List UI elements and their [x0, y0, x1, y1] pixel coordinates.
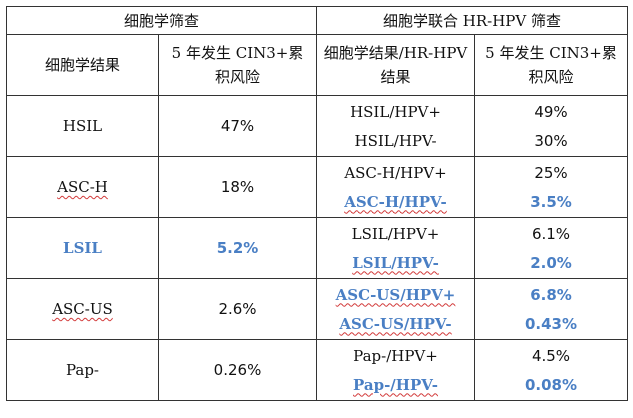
- combined-result-negative: HSIL/HPV-: [354, 131, 437, 150]
- table-row: ASC-H 18% ASC-H/HPV+ ASC-H/HPV- 25% 3.5%: [6, 156, 629, 218]
- combined-risk-positive: 49%: [534, 102, 568, 121]
- combined-risk-negative: 3.5%: [530, 192, 572, 211]
- cytology-result-cell: Pap-: [6, 339, 159, 401]
- header-cotesting-text: 细胞学联合 HR-HPV 筛查: [383, 11, 562, 30]
- combined-result-negative: ASC-H/HPV-: [344, 192, 447, 211]
- combined-result-cell: HSIL/HPV+ HSIL/HPV-: [316, 95, 476, 157]
- cytology-risk-cell: 5.2%: [157, 217, 318, 279]
- table-row: ASC-US 2.6% ASC-US/HPV+ ASC-US/HPV- 6.8%…: [6, 278, 629, 340]
- header-combined-result: 细胞学结果/HR-HPV 结果: [316, 34, 476, 96]
- table-row: Pap- 0.26% Pap-/HPV+ Pap-/HPV- 4.5% 0.08…: [6, 339, 629, 401]
- cytology-result-cell: HSIL: [6, 95, 159, 157]
- cytology-risk-cell: 2.6%: [157, 278, 318, 340]
- header-risk-left: 5 年发生 CIN3+累积风险: [157, 34, 318, 96]
- combined-result-negative: Pap-/HPV-: [353, 375, 439, 394]
- combined-risk-negative: 0.43%: [524, 314, 578, 333]
- cytology-result-cell: LSIL: [6, 217, 159, 279]
- header-cotesting-screening: 细胞学联合 HR-HPV 筛查: [316, 6, 629, 35]
- cytology-result-cell: ASC-H: [6, 156, 159, 218]
- cytology-risk-cell: 0.26%: [157, 339, 318, 401]
- cytology-risk-cell: 47%: [157, 95, 318, 157]
- combined-result-cell: Pap-/HPV+ Pap-/HPV-: [316, 339, 476, 401]
- combined-risk-cell: 4.5% 0.08%: [474, 339, 629, 401]
- combined-result-cell: ASC-US/HPV+ ASC-US/HPV-: [316, 278, 476, 340]
- combined-risk-positive: 25%: [534, 163, 568, 182]
- table-row: LSIL 5.2% LSIL/HPV+ LSIL/HPV- 6.1% 2.0%: [6, 217, 629, 279]
- cin3-risk-table: 细胞学筛查 细胞学联合 HR-HPV 筛查 细胞学结果 5 年发生 CIN3+累…: [5, 6, 629, 401]
- combined-risk-negative: 30%: [534, 131, 568, 150]
- combined-risk-negative: 0.08%: [524, 375, 578, 394]
- combined-result-negative: LSIL/HPV-: [352, 253, 439, 272]
- combined-result-positive: ASC-H/HPV+: [344, 163, 447, 182]
- combined-result-cell: LSIL/HPV+ LSIL/HPV-: [316, 217, 476, 279]
- combined-risk-negative: 2.0%: [530, 253, 572, 272]
- cytology-result-text: ASC-US: [52, 300, 113, 318]
- combined-result-positive: Pap-/HPV+: [353, 346, 438, 365]
- combined-risk-cell: 6.8% 0.43%: [474, 278, 629, 340]
- header-group-row: 细胞学筛查 细胞学联合 HR-HPV 筛查: [5, 6, 629, 35]
- combined-risk-positive: 6.8%: [530, 285, 572, 304]
- combined-result-cell: ASC-H/HPV+ ASC-H/HPV-: [316, 156, 476, 218]
- header-cytology-screening: 细胞学筛查: [5, 6, 318, 35]
- cytology-result-text: ASC-H: [57, 178, 108, 196]
- cytology-risk-cell: 18%: [157, 156, 318, 218]
- combined-risk-cell: 6.1% 2.0%: [474, 217, 629, 279]
- cytology-result-cell: ASC-US: [6, 278, 159, 340]
- combined-risk-cell: 49% 30%: [474, 95, 629, 157]
- header-cytology-result: 细胞学结果: [6, 34, 159, 96]
- combined-risk-cell: 25% 3.5%: [474, 156, 629, 218]
- combined-result-positive: LSIL/HPV+: [351, 224, 440, 243]
- combined-result-positive: HSIL/HPV+: [350, 102, 441, 121]
- combined-result-negative: ASC-US/HPV-: [339, 314, 452, 333]
- combined-result-positive: ASC-US/HPV+: [335, 285, 456, 304]
- combined-risk-positive: 6.1%: [531, 224, 571, 243]
- table-row: HSIL 47% HSIL/HPV+ HSIL/HPV- 49% 30%: [6, 95, 629, 157]
- combined-risk-positive: 4.5%: [531, 346, 571, 365]
- header-risk-right: 5 年发生 CIN3+累积风险: [474, 34, 629, 96]
- header-column-row: 细胞学结果 5 年发生 CIN3+累积风险 细胞学结果/HR-HPV 结果 5 …: [6, 34, 629, 96]
